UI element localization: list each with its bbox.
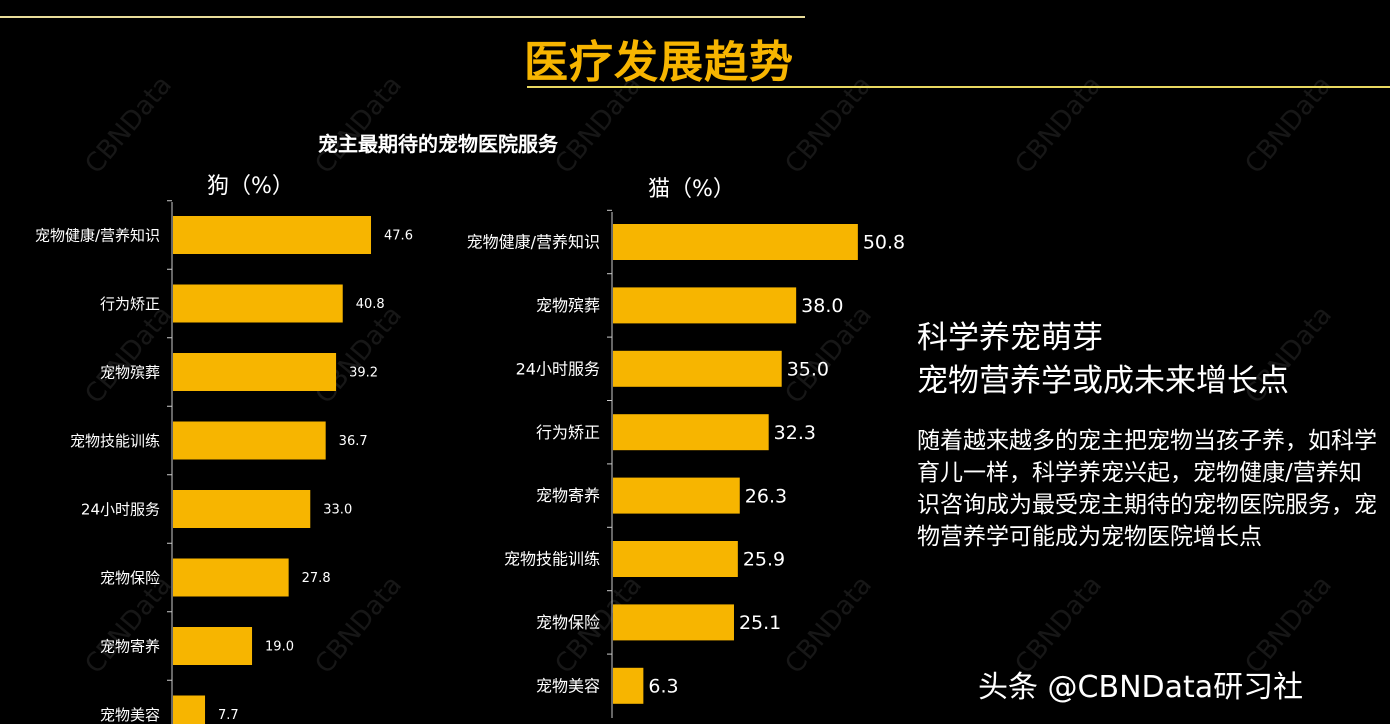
value-label: 6.3 bbox=[648, 675, 678, 697]
category-label: 宠物美容 bbox=[100, 706, 160, 724]
value-label: 26.3 bbox=[745, 485, 787, 507]
value-label: 40.8 bbox=[356, 297, 385, 312]
value-label: 25.1 bbox=[739, 612, 781, 634]
dog-subtitle: 狗（%） bbox=[207, 174, 294, 199]
value-label: 36.7 bbox=[339, 434, 368, 449]
value-label: 35.0 bbox=[787, 358, 829, 380]
category-label: 宠物健康/营养知识 bbox=[467, 233, 600, 252]
category-label: 宠物寄养 bbox=[100, 637, 160, 655]
bar bbox=[613, 667, 644, 704]
bar bbox=[613, 604, 734, 641]
bar bbox=[613, 541, 738, 577]
value-label: 7.7 bbox=[218, 708, 239, 723]
category-label: 宠物技能训练 bbox=[504, 550, 600, 569]
top-rule bbox=[0, 16, 805, 18]
category-label: 宠物保险 bbox=[536, 613, 600, 632]
value-label: 47.6 bbox=[384, 229, 413, 244]
bar bbox=[613, 477, 740, 514]
side-paragraph: 随着越来越多的宠主把宠物当孩子养，如科学育儿一样，科学养宠兴起，宠物健康/营养知… bbox=[917, 428, 1377, 550]
category-label: 行为矫正 bbox=[100, 295, 160, 313]
bar bbox=[613, 350, 782, 387]
category-label: 宠物技能训练 bbox=[70, 432, 160, 450]
side-heading-1: 科学养宠萌芽 bbox=[917, 320, 1103, 356]
category-label: 24小时服务 bbox=[516, 359, 600, 378]
chart-title: 宠主最期待的宠物医院服务 bbox=[318, 132, 558, 156]
bar bbox=[173, 627, 253, 665]
value-label: 32.3 bbox=[774, 422, 816, 444]
bar bbox=[173, 353, 337, 391]
category-label: 宠物保险 bbox=[100, 569, 160, 587]
bar bbox=[173, 490, 311, 528]
cat-subtitle: 猫（%） bbox=[648, 177, 735, 202]
category-label: 宠物美容 bbox=[536, 676, 600, 695]
value-label: 50.8 bbox=[863, 232, 905, 254]
value-label: 33.0 bbox=[323, 503, 352, 518]
title-underline bbox=[527, 86, 1390, 88]
category-label: 宠物健康/营养知识 bbox=[35, 226, 160, 244]
page-title: 医疗发展趋势 bbox=[524, 37, 794, 88]
bar bbox=[173, 216, 372, 254]
category-label: 宠物殡葬 bbox=[100, 363, 160, 381]
bar bbox=[173, 421, 326, 460]
bar bbox=[173, 284, 343, 323]
value-label: 19.0 bbox=[265, 640, 294, 655]
bar bbox=[613, 414, 769, 451]
bar bbox=[173, 558, 289, 597]
side-heading-2: 宠物营养学或成未来增长点 bbox=[917, 363, 1289, 399]
value-label: 38.0 bbox=[801, 295, 843, 317]
category-label: 24小时服务 bbox=[81, 500, 160, 518]
bar bbox=[613, 224, 858, 260]
value-label: 25.9 bbox=[743, 549, 785, 571]
bar bbox=[173, 695, 206, 724]
category-label: 行为矫正 bbox=[536, 423, 600, 442]
category-label: 宠物殡葬 bbox=[536, 296, 600, 315]
footer-credit: 头条 @CBNData研习社 bbox=[978, 670, 1304, 705]
bar bbox=[613, 287, 797, 324]
value-label: 27.8 bbox=[302, 571, 331, 586]
value-label: 39.2 bbox=[349, 366, 378, 381]
category-label: 宠物寄养 bbox=[536, 486, 600, 505]
